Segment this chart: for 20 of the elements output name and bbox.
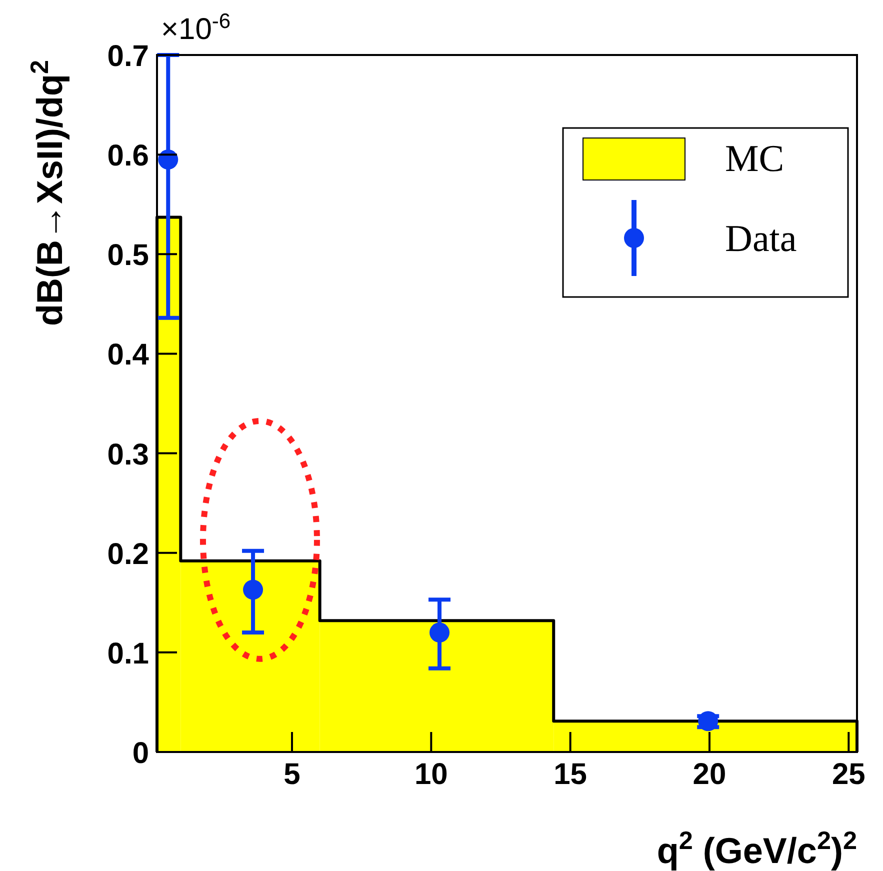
y-tick-label: 0.4 [107,338,150,372]
x-tick-label: 20 [692,758,726,791]
x-tick-label: 25 [832,758,866,791]
y-tick-label: 0.5 [107,239,149,272]
y-tick-label: 0.7 [107,40,149,73]
point [698,711,718,732]
y-tick-label: 0.3 [107,438,149,472]
y-tick-label: 0 [132,737,149,770]
point [430,622,450,643]
legend-label: Data [725,218,797,260]
x-tick-label: 10 [414,758,448,791]
x-tick-label: 15 [554,758,588,791]
legend-label: MC [725,138,784,180]
x-tick-label: 5 [284,758,300,791]
y-tick-label: 0.1 [107,637,149,670]
x-axis-title: q$^{2}$ (GeV/c$^{2}$)$^{2}$ [656,827,857,871]
text: ×10$^{-6}$ [161,10,231,46]
point [243,580,264,600]
y-tick-label: 0.2 [107,538,149,571]
y-tick-label: 0.6 [107,140,149,173]
